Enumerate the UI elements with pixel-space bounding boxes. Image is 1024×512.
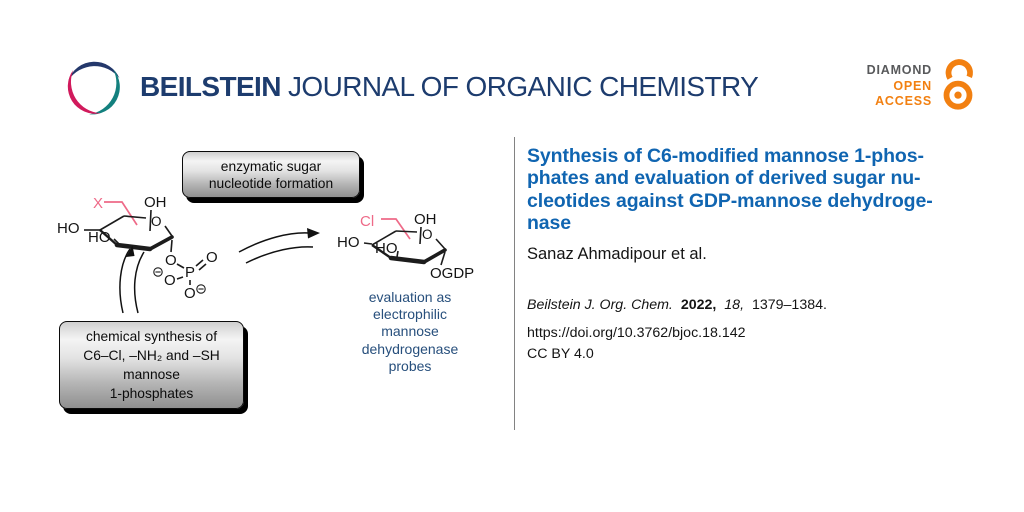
ring-bond <box>164 225 173 237</box>
o-p-bond <box>176 263 185 269</box>
ho-bond <box>363 242 373 245</box>
doi-license-block: https://doi.org/10.3762/bjoc.18.142 CC B… <box>527 323 746 365</box>
oh-bond <box>419 226 422 245</box>
top-box-line: nucleotide formation <box>208 175 334 191</box>
ring-oxygen-label: O <box>422 227 433 242</box>
oh-label: OH <box>414 211 437 228</box>
diamond-open-access-badge: DIAMOND OPEN ACCESS <box>862 63 932 110</box>
citation-journal: Beilstein J. Org. Chem. <box>527 297 673 313</box>
reaction-arrow-top <box>238 232 310 253</box>
bottom-box-line: chemical synthesis of <box>85 329 218 344</box>
reaction-arrow-bottom <box>245 246 314 264</box>
ring-bond <box>395 230 418 233</box>
doi-link[interactable]: https://doi.org/10.3762/bjoc.18.142 <box>527 325 746 341</box>
ring-bond-front <box>114 242 153 252</box>
mannose-1-phosphate-structure: X OH HO HO O O P O O <box>57 194 218 302</box>
bottom-box-line: C6–Cl, –NH₂ and –SH <box>83 348 220 363</box>
anomeric-bond <box>170 239 173 253</box>
bottom-box-line: mannose <box>123 367 180 382</box>
article-citation: Beilstein J. Org. Chem. 2022, 18, 1379–1… <box>527 297 831 313</box>
reaction-scheme: X OH HO HO O O P O O <box>57 194 474 314</box>
logo-crescent-crimson <box>67 69 101 114</box>
caption-line: electrophilic <box>373 306 447 323</box>
curved-arrowhead <box>126 245 135 257</box>
ring-bond <box>371 244 392 259</box>
caption-line: mannose <box>381 323 439 340</box>
journal-name-rest: JOURNAL OF ORGANIC CHEMISTRY <box>288 71 759 102</box>
logo-crescent-navy <box>68 61 120 81</box>
chemical-synthesis-box: chemical synthesis of C6–Cl, –NH₂ and –S… <box>59 321 244 409</box>
ho-label: HO <box>375 240 398 257</box>
license-label: CC BY 4.0 <box>527 346 594 362</box>
gdp-mannose-structure: Cl OH HO HO O OGDP <box>337 211 474 282</box>
ring-bond <box>99 215 125 231</box>
phosphate-o-label: O <box>184 285 196 302</box>
lock-body <box>943 80 973 110</box>
phosphate-o-label: O <box>165 252 177 269</box>
ho-bond <box>396 250 399 258</box>
lock-keyhole <box>954 91 962 99</box>
reaction-arrow <box>238 228 320 264</box>
ring-bond <box>123 215 147 219</box>
synthesis-curved-arrow <box>119 245 145 314</box>
vertical-divider <box>514 137 515 430</box>
ring-bond-front <box>388 255 427 265</box>
minus-charge-icon <box>196 284 206 294</box>
curved-arrow-line <box>119 248 131 314</box>
badge-open-label: OPEN <box>893 78 932 93</box>
reaction-arrowhead <box>307 228 320 239</box>
oh-label: OH <box>144 194 167 211</box>
p-double-bond <box>198 263 207 271</box>
article-title-line: phates and evaluation of derived sugar n… <box>527 167 921 190</box>
ring-bond <box>371 230 397 246</box>
oh-bond <box>149 209 152 232</box>
ogdp-label: OGDP <box>430 265 474 282</box>
phosphorus-label: P <box>185 264 195 281</box>
journal-name: BEILSTEIN JOURNAL OF ORGANIC CHEMISTRY <box>140 71 759 103</box>
article-title: Synthesis of C6-modified mannose 1-phos-… <box>527 145 1007 234</box>
c6-substituent-bond <box>104 201 138 226</box>
caption-line: evaluation as <box>368 289 452 305</box>
open-access-lock-icon <box>943 59 973 110</box>
beilstein-swirl-logo <box>67 61 120 115</box>
article-title-line: cleotides against GDP-mannose dehydroge- <box>527 189 933 212</box>
minus-charge-icon <box>153 267 163 277</box>
probe-caption: evaluation as electrophilic mannose dehy… <box>330 289 490 375</box>
citation-volume: 18, <box>724 297 745 313</box>
phosphate-o-label: O <box>206 249 218 266</box>
ring-bond-front <box>422 248 447 264</box>
citation-pages: 1379–1384. <box>751 297 827 313</box>
badge-diamond-label: DIAMOND <box>866 63 932 77</box>
logo-crescent-teal <box>89 69 120 115</box>
badge-access-label: ACCESS <box>875 94 932 108</box>
anomeric-bond <box>440 251 446 266</box>
p-double-bond <box>195 259 204 267</box>
article-authors: Sanaz Ahmadipour et al. <box>527 245 707 263</box>
article-title-line: nase <box>527 211 572 234</box>
caption-line: probes <box>388 357 432 374</box>
article-title-line: Synthesis of C6-modified mannose 1-phos- <box>527 145 924 167</box>
lock-shackle <box>945 59 973 80</box>
curved-arrow-line <box>133 251 145 314</box>
bottom-box-line: 1-phosphates <box>109 386 194 401</box>
journal-name-bold: BEILSTEIN <box>140 71 281 102</box>
ho-label: HO <box>57 220 80 237</box>
ring-bond <box>99 229 118 246</box>
substituent-cl-label: Cl <box>360 213 374 230</box>
enzymatic-formation-box: enzymatic sugar nucleotide formation <box>182 151 360 198</box>
phosphate-o-label: O <box>164 272 176 289</box>
ring-oxygen-label: O <box>151 214 162 229</box>
p-o-bond <box>176 276 184 280</box>
ho-label: HO <box>337 234 360 251</box>
ring-bond <box>435 238 446 250</box>
citation-year: 2022, <box>680 297 717 313</box>
ring-bond-front <box>148 235 174 251</box>
top-box-line: enzymatic sugar <box>220 158 322 174</box>
c6-substituent-bond <box>381 218 411 240</box>
caption-line: dehydrogenase <box>361 340 459 357</box>
substituent-x-label: X <box>93 195 103 212</box>
